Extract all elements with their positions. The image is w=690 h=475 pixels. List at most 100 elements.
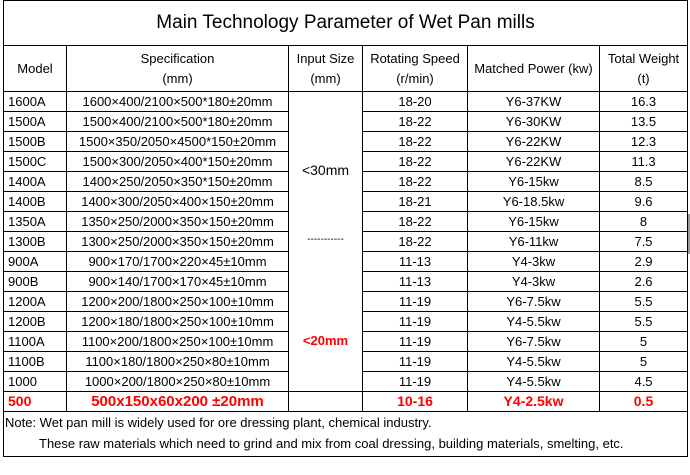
cell-rotating-speed: 18-21 <box>362 191 468 212</box>
header-rotating-speed: Rotating Speed (r/min) <box>362 45 468 92</box>
table-row: 1500A 1500×400/2100×500*180±20mm 18-22 Y6-3… <box>3 111 689 132</box>
scroll-edge-marker <box>688 214 690 254</box>
cell-specification: 1500×300/2050×400*150±20mm <box>66 151 289 172</box>
header-matched-power: Matched Power (kw) <box>467 45 600 92</box>
cell-rotating-speed: 18-22 <box>362 231 468 252</box>
table-row: 1500C 1500×300/2050×400*150±20mm 18-22 Y6-2… <box>3 151 689 172</box>
cell-rotating-speed: 10-16 <box>362 391 468 412</box>
cell-specification: 1100×200/1800×250×100±10mm <box>66 331 289 352</box>
cell-total-weight: 12.3 <box>598 131 689 152</box>
cell-rotating-speed: 18-22 <box>362 151 468 172</box>
cell-model: 1100B <box>3 351 67 372</box>
cell-matched-power: Y6-18.5kw <box>467 191 600 212</box>
table-title: Main Technology Parameter of Wet Pan mil… <box>2 0 689 46</box>
cell-specification: 1350×250/2000×350×150±20mm <box>66 211 289 232</box>
note-row: Note: Wet pan mill is widely used for or… <box>2 411 689 457</box>
header-input-size: Input Size (mm) <box>288 45 363 92</box>
header-input-unit: (mm) <box>310 70 341 86</box>
cell-total-weight: 0.5 <box>598 391 689 412</box>
cell-matched-power: Y4-5.5kw <box>467 311 600 332</box>
cell-matched-power: Y6-37KW <box>467 91 600 112</box>
header-spec-unit: (mm) <box>162 70 193 86</box>
cell-model: 1400B <box>3 191 67 212</box>
cell-total-weight: 2.9 <box>598 251 689 272</box>
cell-specification: 1300×250/2000×350×150±20mm <box>66 231 289 252</box>
cell-specification: 1500×400/2100×500*180±20mm <box>66 111 289 132</box>
cell-model: 1100A <box>3 331 67 352</box>
cell-specification: 1000×200/1800×250×80±10mm <box>66 371 289 392</box>
title-row: Main Technology Parameter of Wet Pan mil… <box>2 0 689 46</box>
cell-total-weight: 11.3 <box>598 151 689 172</box>
cell-matched-power: Y6-22KW <box>467 131 600 152</box>
cell-rotating-speed: 11-19 <box>362 351 468 372</box>
table-row: 1200A 1200×200/1800×250×100±10mm 11-19 Y6-7… <box>3 291 689 312</box>
header-model: Model <box>3 45 67 92</box>
cell-specification: 1400×300/2050×400×150±20mm <box>66 191 289 212</box>
cell-model: 1000 <box>3 371 67 392</box>
cell-total-weight: 8.5 <box>598 171 689 192</box>
cell-model: 1200A <box>3 291 67 312</box>
cell-matched-power: Y4-2.5kw <box>467 391 600 412</box>
cell-rotating-speed: 18-22 <box>362 211 468 232</box>
cell-rotating-speed: 11-19 <box>362 291 468 312</box>
table-row: 1400A 1400×250/2050×350*150±20mm 18-22 Y6-1… <box>3 171 689 192</box>
cell-total-weight: 5 <box>598 351 689 372</box>
header-speed-label: Rotating Speed <box>370 50 460 66</box>
cell-specification: 1600×400/2100×500*180±20mm <box>66 91 289 112</box>
parameter-table: Main Technology Parameter of Wet Pan mil… <box>2 0 689 457</box>
cell-matched-power: Y4-5.5kw <box>467 351 600 372</box>
note-cell: Note: Wet pan mill is widely used for or… <box>2 411 689 457</box>
table-row: 900A 900×170/1700×220×45±10mm 11-13 Y4-3kw 2… <box>3 251 689 272</box>
cell-rotating-speed: 11-13 <box>362 271 468 292</box>
cell-model: 1300B <box>3 231 67 252</box>
cell-model: 1500A <box>3 111 67 132</box>
cell-specification: 900×170/1700×220×45±10mm <box>66 251 289 272</box>
cell-input-size-empty <box>288 391 363 412</box>
cell-model: 900B <box>3 271 67 292</box>
cell-total-weight: 4.5 <box>598 371 689 392</box>
cell-model: 1350A <box>3 211 67 232</box>
cell-total-weight: 5.5 <box>598 291 689 312</box>
note-line-2: These raw materials which need to grind … <box>39 436 624 451</box>
cell-total-weight: 2.6 <box>598 271 689 292</box>
cell-total-weight: 8 <box>598 211 689 232</box>
cell-rotating-speed: 18-22 <box>362 171 468 192</box>
header-specification: Specification (mm) <box>66 45 289 92</box>
table-row: 1600A 1600×400/2100×500*180±20mm <30mm ----… <box>3 91 689 392</box>
cell-model: 1400A <box>3 171 67 192</box>
header-model-label: Model <box>17 60 53 76</box>
cell-total-weight: 5 <box>598 331 689 352</box>
cell-specification: 1500×350/2050×4500*150±20mm <box>66 131 289 152</box>
header-weight-unit: (t) <box>637 70 650 86</box>
cell-matched-power: Y6-11kw <box>467 231 600 252</box>
cell-specification: 500x150x60x200 ±20mm <box>66 391 289 412</box>
cell-matched-power: Y6-22KW <box>467 151 600 172</box>
cell-input-size: <30mm ----------- <20mm <box>288 91 363 392</box>
cell-model: 1600A <box>3 91 67 112</box>
cell-matched-power: Y6-15kw <box>467 211 600 232</box>
cell-specification: 900×140/1700×170×45±10mm <box>66 271 289 292</box>
cell-rotating-speed: 11-19 <box>362 331 468 352</box>
cell-rotating-speed: 18-20 <box>362 91 468 112</box>
cell-total-weight: 13.5 <box>598 111 689 132</box>
header-spec-label: Specification <box>140 50 215 66</box>
cell-matched-power: Y6-7.5kw <box>467 331 600 352</box>
cell-matched-power: Y4-3kw <box>467 271 600 292</box>
cell-rotating-speed: 11-19 <box>362 311 468 332</box>
cell-matched-power: Y6-30KW <box>467 111 600 132</box>
header-speed-unit: (r/min) <box>396 70 434 86</box>
cell-model: 1200B <box>3 311 67 332</box>
cell-rotating-speed: 11-13 <box>362 251 468 272</box>
header-total-weight: Total Weight (t) <box>598 45 689 92</box>
cell-rotating-speed: 18-22 <box>362 131 468 152</box>
cell-model: 500 <box>3 391 67 412</box>
cell-rotating-speed: 18-22 <box>362 111 468 132</box>
note-line-1: Note: Wet pan mill is widely used for or… <box>5 415 432 430</box>
table-row: 500 500x150x60x200 ±20mm 10-16 Y4-2.5kw 0.5 <box>3 391 689 412</box>
cell-specification: 1200×180/1800×250×100±10mm <box>66 311 289 332</box>
cell-specification: 1100×180/1800×250×80±10mm <box>66 351 289 372</box>
cell-matched-power: Y6-7.5kw <box>467 291 600 312</box>
input-size-divider: ----------- <box>307 234 344 245</box>
header-row: Model Specification (mm) Input Size (mm) R… <box>3 45 689 92</box>
cell-model: 1500C <box>3 151 67 172</box>
